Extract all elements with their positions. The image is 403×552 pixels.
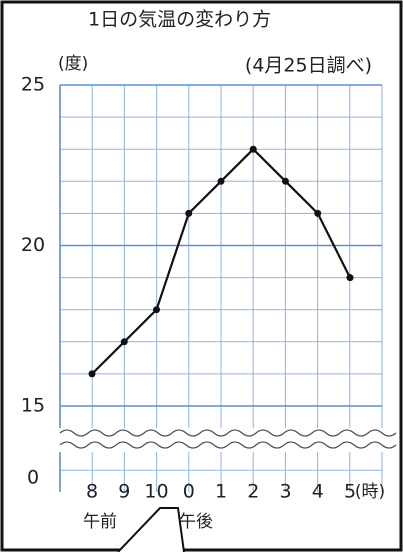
- y-axis-label: (度): [58, 54, 88, 74]
- point: [120, 338, 128, 346]
- x-unit: (時): [355, 482, 385, 502]
- y-tick-label: 15: [21, 395, 45, 417]
- point: [346, 274, 354, 282]
- x-tick-label: 10: [144, 481, 168, 503]
- x-tick-label: 4: [312, 481, 324, 503]
- speech-bubble: [117, 507, 185, 552]
- y-tick-label: 20: [21, 234, 45, 256]
- point: [249, 145, 257, 153]
- x-tick-label: 2: [247, 481, 259, 503]
- am-label: 午前: [83, 512, 117, 532]
- pm-label: 午後: [179, 512, 213, 532]
- y-tick-label: 25: [21, 74, 45, 96]
- x-tick-label: 8: [86, 481, 98, 503]
- x-tick-label: 9: [118, 481, 130, 503]
- break-wave: [59, 429, 397, 437]
- break-wave: [59, 441, 397, 449]
- x-tick-label: 0: [183, 481, 195, 503]
- subtitle: (4月25日調べ): [245, 55, 372, 77]
- point: [153, 306, 160, 314]
- chart-title: 1日の気温の変わり方: [88, 9, 271, 31]
- y-origin-label: 0: [27, 467, 39, 489]
- point: [217, 177, 225, 185]
- axis-break: [58, 428, 397, 452]
- point: [314, 209, 322, 217]
- x-tick-label: 5: [344, 481, 356, 503]
- point: [282, 177, 289, 185]
- x-tick-label: 1: [215, 481, 227, 503]
- x-tick-label: 3: [279, 481, 291, 503]
- point: [88, 370, 96, 378]
- point: [185, 209, 193, 217]
